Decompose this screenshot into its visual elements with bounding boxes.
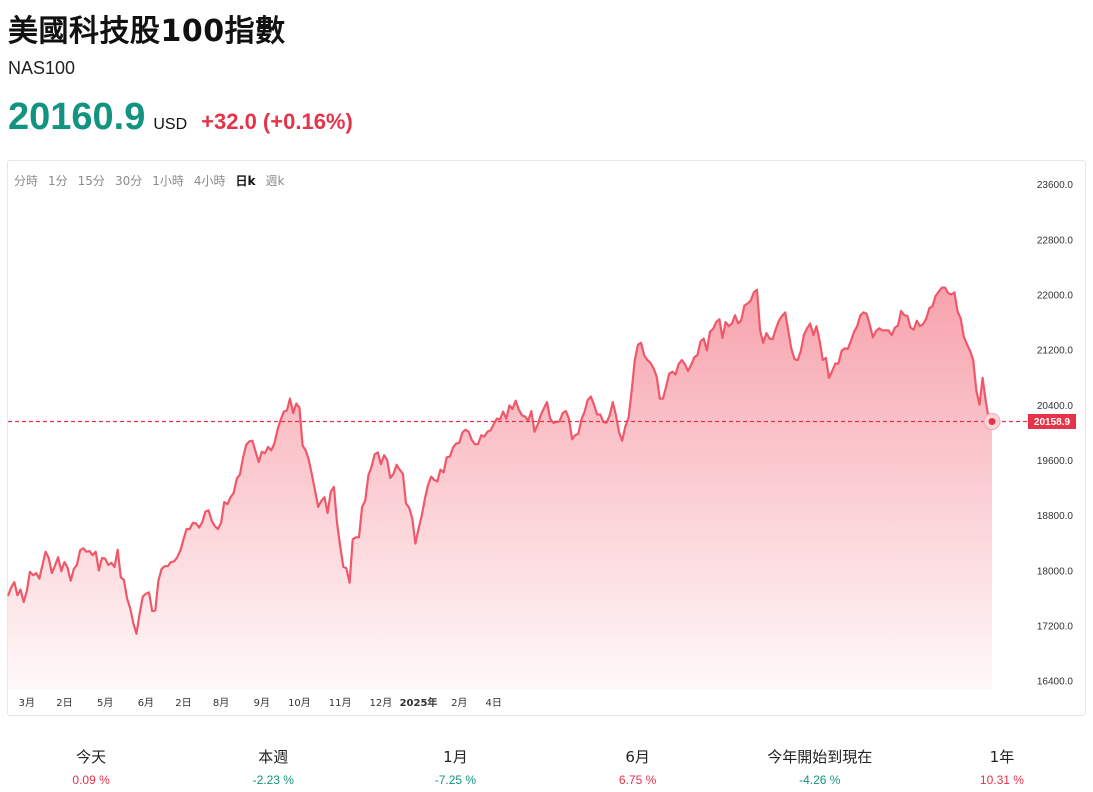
timeframe-1hour[interactable]: 1小時 bbox=[152, 174, 184, 188]
x-tick-label: 4日 bbox=[486, 698, 502, 709]
page-title: 美國科技股100指數 bbox=[8, 14, 286, 49]
period-label: 1月 bbox=[443, 748, 468, 766]
timeframe-30min[interactable]: 30分 bbox=[114, 174, 143, 188]
period-label: 今天 bbox=[76, 748, 107, 766]
performance-summary: 今天 0.09 % 本週 -2.23 % 1月 -7.25 % 6月 6.75 … bbox=[0, 746, 1093, 787]
y-tick-label: 20400.0 bbox=[1037, 401, 1074, 412]
x-tick-label: 2日 bbox=[175, 698, 191, 709]
x-tick-label: 10月 bbox=[288, 697, 311, 709]
ticker-symbol: NAS100 bbox=[8, 58, 76, 78]
period-today: 今天 0.09 % bbox=[0, 746, 182, 787]
period-label: 本週 bbox=[258, 748, 289, 766]
x-tick-label: 2日 bbox=[56, 698, 72, 709]
period-value: 10.31 % bbox=[979, 773, 1024, 787]
period-ytd: 今年開始到現在 -4.26 % bbox=[729, 746, 911, 787]
price-row: 20160.9 USD +32.0 (+0.16%) bbox=[8, 96, 353, 139]
period-value: 6.75 % bbox=[618, 773, 657, 787]
x-axis: 3月 2日 5月 6月 2日 8月 9月 10月 11月 12月 2025年 2月 4日 bbox=[19, 696, 502, 709]
price-change: +32.0 (+0.16%) bbox=[201, 109, 353, 134]
y-tick-label: 19600.0 bbox=[1037, 456, 1074, 467]
period-1year: 1年 10.31 % bbox=[911, 746, 1093, 787]
period-1month: 1月 -7.25 % bbox=[364, 746, 546, 787]
period-label: 今年開始到現在 bbox=[767, 748, 873, 766]
current-price-tag: 20158.9 bbox=[1034, 417, 1071, 428]
period-value: -2.23 % bbox=[252, 773, 294, 787]
timeframe-daily[interactable]: 日k bbox=[235, 174, 256, 188]
price-line bbox=[6, 286, 993, 635]
x-tick-label: 5月 bbox=[97, 697, 113, 709]
x-tick-label: 3月 bbox=[19, 697, 35, 709]
y-tick-label: 18800.0 bbox=[1037, 511, 1074, 522]
y-tick-label: 21200.0 bbox=[1037, 346, 1074, 357]
period-value: -7.25 % bbox=[434, 773, 477, 787]
period-label: 1年 bbox=[989, 748, 1015, 766]
x-tick-label: 6月 bbox=[138, 697, 154, 709]
y-tick-label: 16400.0 bbox=[1037, 677, 1074, 688]
period-label: 6月 bbox=[625, 748, 650, 766]
timeframe-4hour[interactable]: 4小時 bbox=[193, 174, 226, 188]
x-tick-label: 9月 bbox=[254, 697, 270, 709]
period-week: 本週 -2.23 % bbox=[182, 746, 364, 787]
timeframe-toolbar: 分時 1分 15分 30分 1小時 4小時 日k 週k bbox=[14, 172, 284, 189]
timeframe-weekly[interactable]: 週k bbox=[265, 174, 285, 188]
y-axis: 16400.0 17200.0 18000.0 18800.0 19600.0 20400… bbox=[1037, 180, 1074, 688]
period-6month: 6月 6.75 % bbox=[547, 746, 729, 787]
current-price: 20160.9 bbox=[8, 96, 146, 138]
y-tick-label: 22000.0 bbox=[1037, 290, 1074, 301]
chart-panel[interactable] bbox=[7, 160, 1086, 716]
timeframe-intraday[interactable]: 分時 bbox=[14, 174, 39, 188]
y-tick-label: 17200.0 bbox=[1037, 622, 1074, 633]
timeframe-15min[interactable]: 15分 bbox=[77, 174, 105, 188]
x-tick-label: 2025年 bbox=[400, 696, 438, 709]
period-value: 0.09 % bbox=[72, 773, 110, 787]
currency-label: USD bbox=[153, 116, 188, 133]
y-tick-label: 23600.0 bbox=[1037, 180, 1074, 191]
period-value: -4.26 % bbox=[799, 773, 841, 787]
x-tick-label: 8月 bbox=[213, 697, 229, 709]
timeframe-1min[interactable]: 1分 bbox=[48, 174, 68, 188]
x-tick-label: 2月 bbox=[451, 697, 467, 709]
y-tick-label: 22800.0 bbox=[1037, 235, 1074, 246]
x-tick-label: 11月 bbox=[329, 697, 352, 709]
price-area-fill bbox=[8, 287, 992, 689]
x-tick-label: 12月 bbox=[370, 697, 393, 709]
current-point bbox=[988, 417, 996, 425]
y-tick-label: 18000.0 bbox=[1037, 566, 1074, 577]
current-price-tag-bg bbox=[1028, 413, 1076, 429]
